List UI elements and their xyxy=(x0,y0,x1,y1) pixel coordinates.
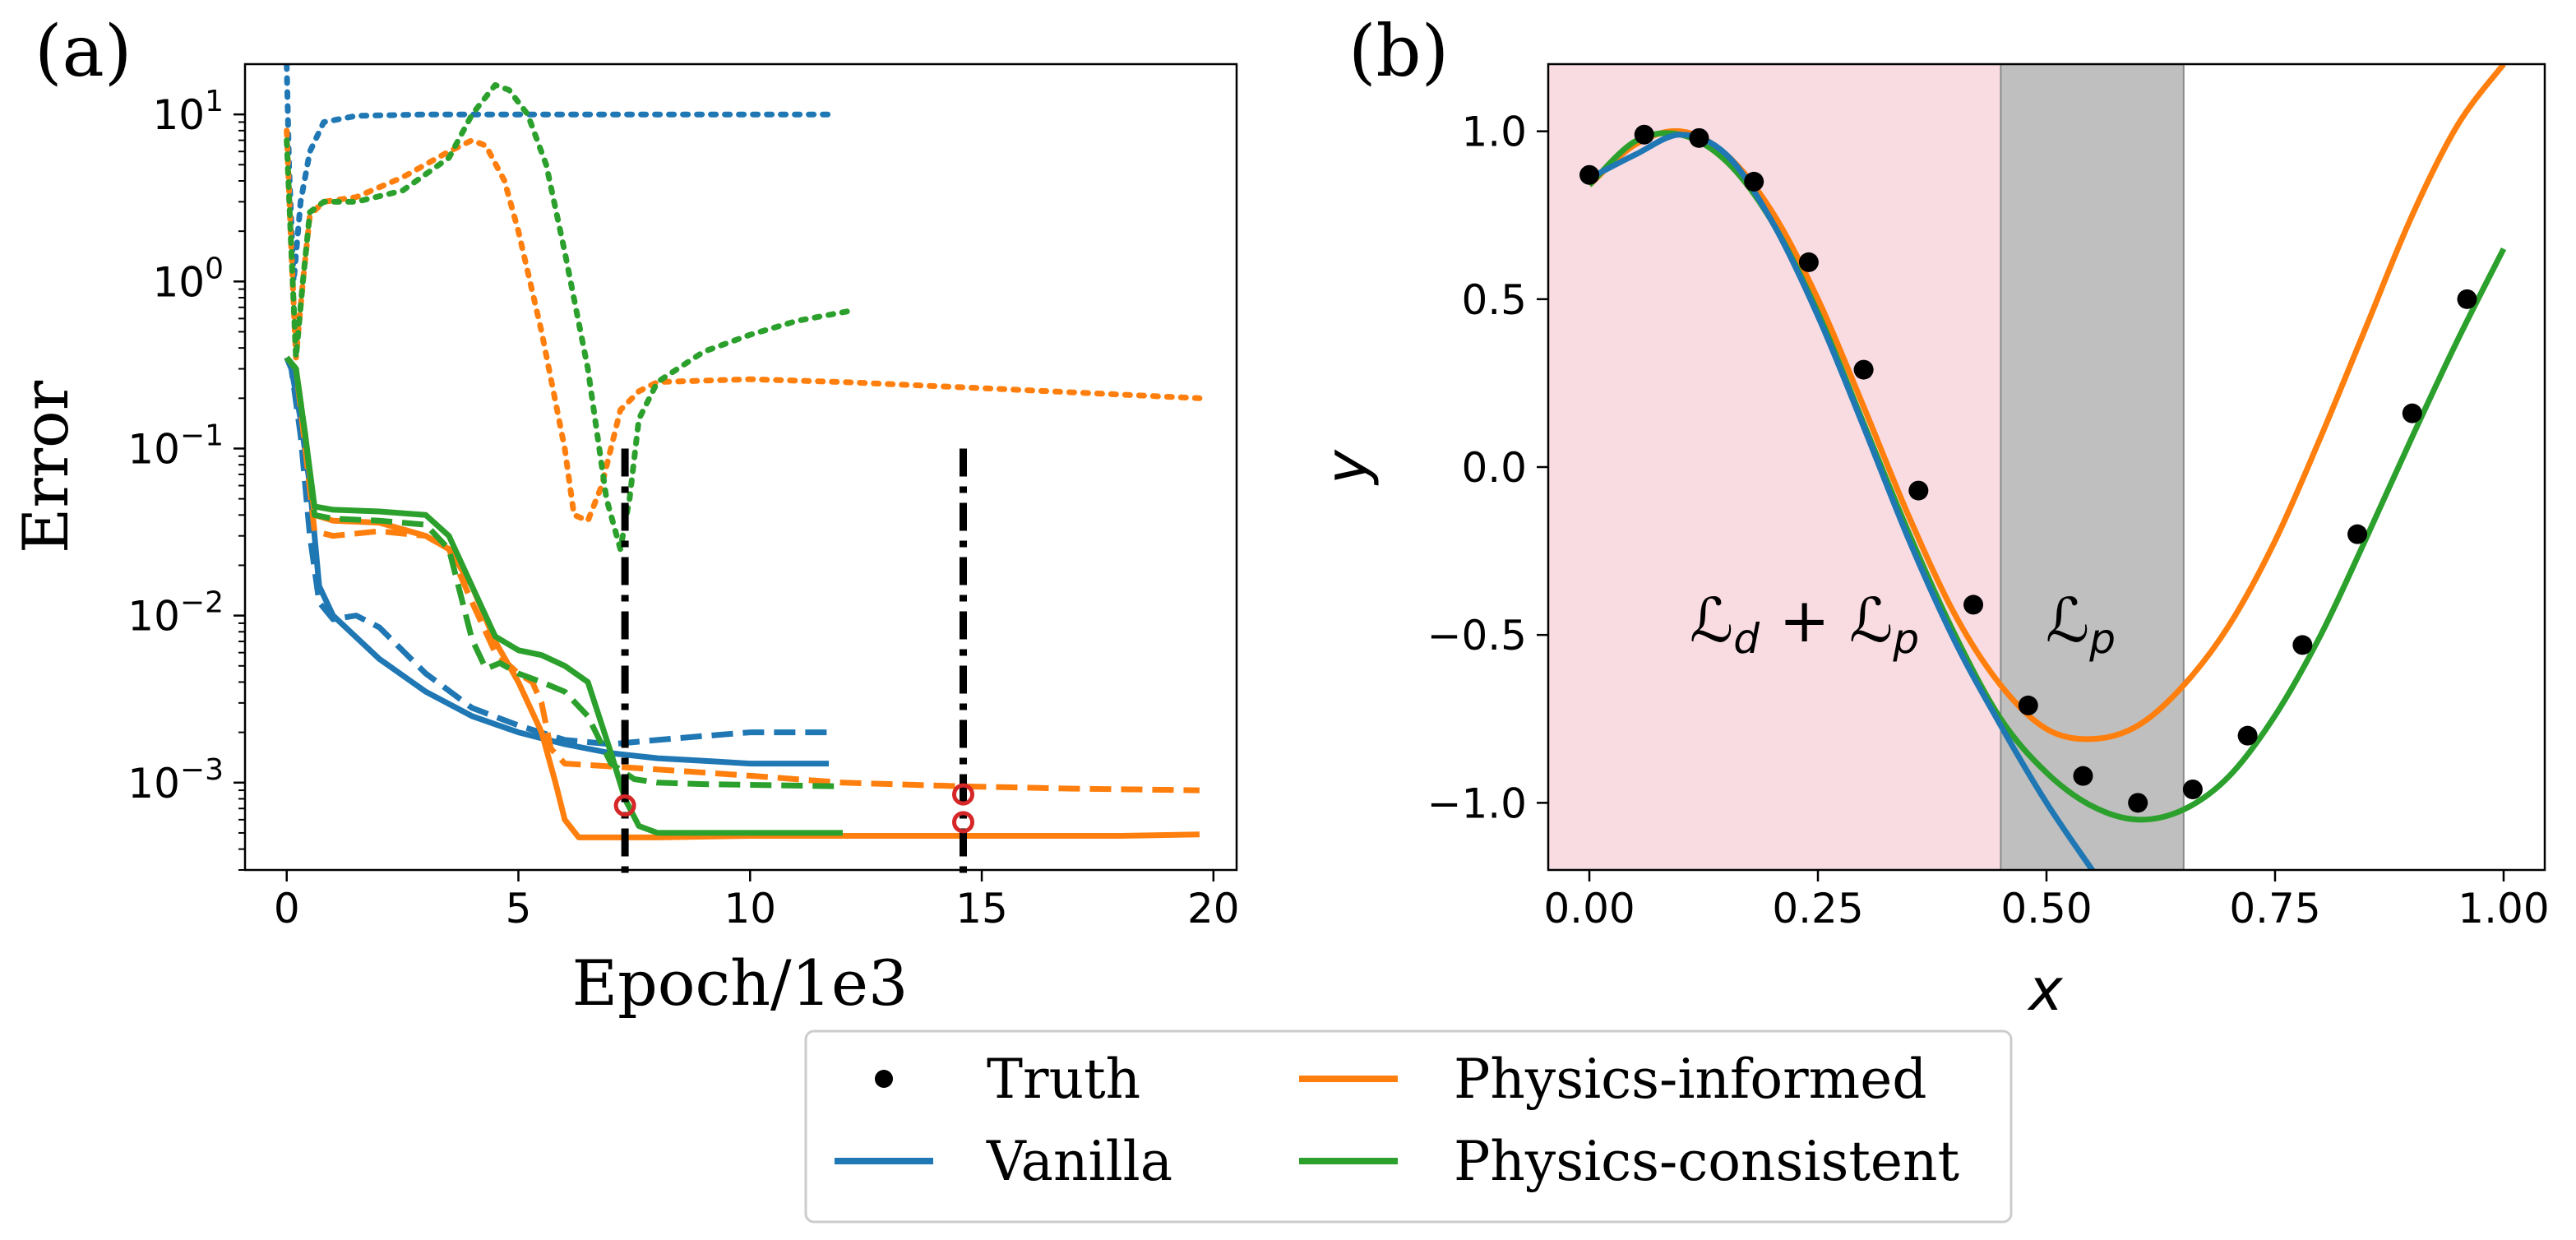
region-data-L1: ℒ xyxy=(1690,585,1733,656)
b-ytick-label-0: 1.0 xyxy=(1461,109,1527,156)
b-xtick-label-1: 0.25 xyxy=(1772,885,1863,932)
truth-point-1 xyxy=(1634,124,1654,145)
region-physics-sub-p: p xyxy=(2088,615,2116,663)
a-xtick-label-4: 20 xyxy=(1187,885,1240,932)
b-xtick-label-2: 0.50 xyxy=(2000,885,2092,932)
truth-point-7 xyxy=(1963,595,1984,615)
panel-a-xlabel: Epoch/1e3 xyxy=(572,946,909,1020)
a-xtick-label-0: 0 xyxy=(274,885,300,932)
legend: Truth Vanilla Physics-informed Physics-c… xyxy=(804,1029,2013,1224)
error-series-0 xyxy=(284,356,830,767)
b-xtick-label-3: 0.75 xyxy=(2229,885,2320,932)
truth-point-2 xyxy=(1689,127,1709,148)
region-physics-label: ℒp xyxy=(2046,585,2116,663)
panel-a-frame xyxy=(243,62,1238,872)
region-physics-L: ℒ xyxy=(2046,585,2089,656)
a-ytick-label-3: 10−2 xyxy=(127,586,224,641)
truth-point-15 xyxy=(2402,403,2422,423)
shaded-region-0 xyxy=(1548,64,2001,870)
truth-point-11 xyxy=(2182,780,2203,799)
a-ytick-label-0: 101 xyxy=(152,85,224,139)
region-data-sub-p: p xyxy=(1892,615,1919,663)
fit-curve-physics-informed xyxy=(1587,64,2506,743)
b-ytick-label-4: −1.0 xyxy=(1427,780,1527,827)
truth-point-14 xyxy=(2347,524,2368,544)
b-ytick-label-2: 0.0 xyxy=(1461,444,1527,492)
panel-a-ylabel: Error xyxy=(9,380,82,553)
panel-b-xlabel: x xyxy=(2027,956,2063,1024)
legend-vanilla-label: Vanilla xyxy=(986,1130,1172,1193)
region-data-L2: ℒ xyxy=(1849,585,1893,656)
b-xtick-label-4: 1.00 xyxy=(2458,885,2549,932)
highlight-point-0 xyxy=(613,794,636,817)
truth-point-5 xyxy=(1853,359,1874,380)
error-series-6 xyxy=(284,355,843,836)
a-xtick-label-2: 10 xyxy=(724,885,776,932)
truth-point-3 xyxy=(1744,171,1764,192)
b-ytick-label-1: 0.5 xyxy=(1461,276,1527,324)
truth-point-12 xyxy=(2237,725,2258,746)
truth-point-10 xyxy=(2128,793,2148,813)
highlight-point-1 xyxy=(952,783,975,806)
error-series-7 xyxy=(284,355,844,789)
region-data-sub-d: d xyxy=(1733,615,1760,663)
truth-point-8 xyxy=(2018,695,2038,715)
legend-truth-label: Truth xyxy=(987,1048,1140,1111)
a-xtick-label-3: 15 xyxy=(955,885,1008,932)
error-series-8 xyxy=(284,81,855,553)
highlight-point-2 xyxy=(952,811,975,834)
truth-point-9 xyxy=(2073,766,2093,786)
error-series-2 xyxy=(284,64,832,285)
a-xtick-label-1: 5 xyxy=(506,885,532,932)
panel-b-fit-chart: 0.00 0.25 0.50 0.75 1.00 1.0 0.5 0.0 −0.5 −1.0 x… xyxy=(1313,62,2550,1024)
shaded-region-1 xyxy=(2000,64,2184,870)
truth-point-6 xyxy=(1908,480,1929,501)
truth-point-0 xyxy=(1579,164,1600,185)
a-ytick-label-2: 10−1 xyxy=(127,419,224,473)
legend-frame xyxy=(804,1029,2013,1224)
legend-physics-consistent-label: Physics-consistent xyxy=(1454,1130,1959,1193)
a-ytick-label-1: 100 xyxy=(152,252,224,306)
legend-physics-informed-label: Physics-informed xyxy=(1454,1048,1927,1111)
error-series-4 xyxy=(284,355,1200,794)
legend-truth-marker xyxy=(875,1070,893,1088)
panel-b-ylabel: y xyxy=(1313,449,1380,486)
panel-a-label: (a) xyxy=(35,11,132,93)
truth-point-16 xyxy=(2457,289,2477,309)
a-ytick-label-4: 10−3 xyxy=(127,753,224,807)
region-data-plus: + xyxy=(1760,585,1849,656)
region-data-label: ℒd + ℒp xyxy=(1690,585,1919,663)
panel-b-label: (b) xyxy=(1348,11,1449,93)
truth-point-4 xyxy=(1798,252,1819,272)
panel-a-error-chart: 0 5 10 15 20 101 100 10−1 10−2 10−3 Epoch/1e3 Er… xyxy=(9,62,1240,1020)
b-xtick-label-0: 0.00 xyxy=(1543,885,1635,932)
b-ytick-label-3: −0.5 xyxy=(1427,612,1527,659)
error-series-1 xyxy=(284,356,830,747)
error-series-5 xyxy=(284,127,1203,524)
truth-point-13 xyxy=(2292,635,2313,655)
